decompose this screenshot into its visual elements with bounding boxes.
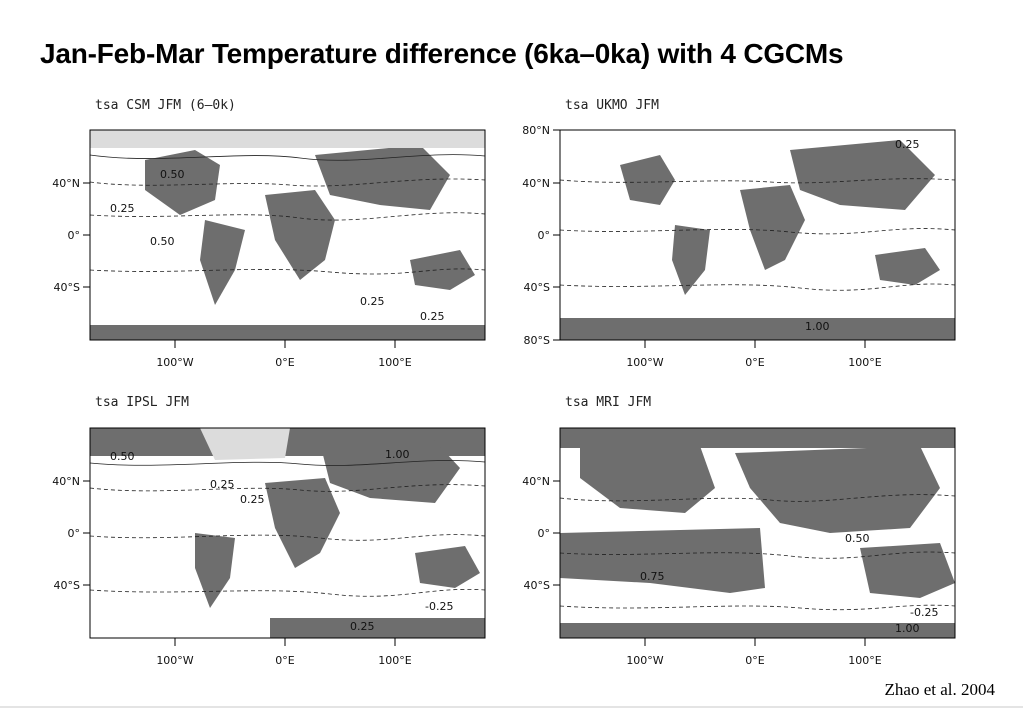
ukmo-shaded-north-america [620, 155, 675, 205]
csm-shaded-north-america [145, 150, 220, 215]
csm-xlabel-100e: 100°E [378, 356, 411, 369]
mri-contour-label: 0.50 [845, 532, 870, 545]
ipsl-contour-label: -0.25 [425, 600, 453, 613]
ukmo-contour-label: 0.25 [895, 138, 920, 151]
ukmo-shaded-southern-band [560, 318, 955, 340]
mri-shaded-north-america [580, 446, 715, 513]
mri-xlabel-100e: 100°E [848, 654, 881, 667]
csm-ylabel-40n: 40°N [52, 177, 80, 190]
csm-shaded-eurasia [315, 145, 450, 210]
map-panel-ukmo: 80°N 40°N 0° 40°S 80°S 100°W 0°E 100°E 1… [522, 124, 956, 369]
ipsl-shaded-australia [415, 546, 480, 588]
csm-ylabel-0: 0° [68, 229, 81, 242]
panel-title-csm: tsa CSM JFM (6–0k) [95, 98, 236, 113]
map-panel-ipsl: 40°N 0° 40°S 100°W 0°E 100°E 0.50 0.25 1… [52, 427, 486, 667]
ukmo-ylabel-80n: 80°N [522, 124, 550, 137]
ipsl-xlabel-100w: 100°W [156, 654, 193, 667]
panel-title-ukmo: tsa UKMO JFM [565, 98, 659, 113]
ipsl-xlabel-0e: 0°E [275, 654, 294, 667]
ukmo-shaded-australia [875, 248, 940, 285]
mri-shaded-tropical-band [560, 528, 765, 593]
ipsl-ylabel-0: 0° [68, 527, 81, 540]
csm-contour-label: 0.50 [160, 168, 185, 181]
csm-sea-ice [90, 130, 485, 148]
citation-credit: Zhao et al. 2004 [884, 680, 995, 699]
csm-contour-label: 0.25 [360, 295, 385, 308]
panel-title-mri: tsa MRI JFM [565, 395, 652, 410]
csm-ylabel-40s: 40°S [54, 281, 80, 294]
csm-shaded-southern-band [90, 325, 485, 340]
ukmo-shaded-eurasia [790, 140, 935, 210]
ukmo-ylabel-40n: 40°N [522, 177, 550, 190]
mri-shaded-africa-eurasia [735, 446, 940, 533]
mri-contour-label: 0.75 [640, 570, 665, 583]
ukmo-shaded-south-america [672, 225, 710, 295]
ipsl-shaded-southern-band [270, 618, 485, 638]
ukmo-xlabel-0e: 0°E [745, 356, 764, 369]
ipsl-contour-label: 0.25 [210, 478, 235, 491]
ipsl-ylabel-40n: 40°N [52, 475, 80, 488]
ipsl-contour-label: 0.50 [110, 450, 135, 463]
mri-shaded-southern-band [560, 623, 955, 638]
ipsl-contour-label: 0.25 [240, 493, 265, 506]
slide-divider [0, 706, 1023, 708]
mri-shaded-north-band [560, 428, 955, 448]
ukmo-shaded-africa [740, 185, 805, 270]
ukmo-ylabel-40s: 40°S [524, 281, 550, 294]
ipsl-contour-label: 0.25 [350, 620, 375, 633]
ipsl-shaded-eurasia [320, 436, 460, 503]
ipsl-sea-ice [200, 428, 290, 460]
ukmo-xlabel-100w: 100°W [626, 356, 663, 369]
csm-contour-label: 0.50 [150, 235, 175, 248]
slide-title: Jan-Feb-Mar Temperature difference (6ka–… [40, 38, 844, 69]
ipsl-ylabel-40s: 40°S [54, 579, 80, 592]
ipsl-shaded-south-america [195, 533, 235, 608]
ukmo-ylabel-0: 0° [538, 229, 551, 242]
mri-shaded-australia [860, 543, 955, 598]
csm-contour-label: 0.25 [420, 310, 445, 323]
mri-contour-label: -0.25 [910, 606, 938, 619]
mri-contour-label: 1.00 [895, 622, 920, 635]
mri-ylabel-0: 0° [538, 527, 551, 540]
ipsl-xlabel-100e: 100°E [378, 654, 411, 667]
ukmo-ylabel-80s: 80°S [524, 334, 550, 347]
ukmo-contour-label: 1.00 [805, 320, 830, 333]
csm-shaded-africa [265, 190, 335, 280]
mri-ylabel-40n: 40°N [522, 475, 550, 488]
panel-title-ipsl: tsa IPSL JFM [95, 395, 189, 410]
csm-shaded-south-america [200, 220, 245, 305]
ipsl-shaded-africa [265, 478, 340, 568]
map-panel-mri: 40°N 0° 40°S 100°W 0°E 100°E 0.50 0.75 -… [522, 427, 956, 667]
map-panel-csm: 40°N 0° 40°S 100°W 0°E 100°E 0.50 0.25 0… [52, 129, 486, 369]
mri-xlabel-0e: 0°E [745, 654, 764, 667]
ipsl-contour-label: 1.00 [385, 448, 410, 461]
csm-shaded-australia [410, 250, 475, 290]
ukmo-xlabel-100e: 100°E [848, 356, 881, 369]
mri-ylabel-40s: 40°S [524, 579, 550, 592]
csm-contour-label: 0.25 [110, 202, 135, 215]
csm-xlabel-0e: 0°E [275, 356, 294, 369]
mri-xlabel-100w: 100°W [626, 654, 663, 667]
csm-xlabel-100w: 100°W [156, 356, 193, 369]
